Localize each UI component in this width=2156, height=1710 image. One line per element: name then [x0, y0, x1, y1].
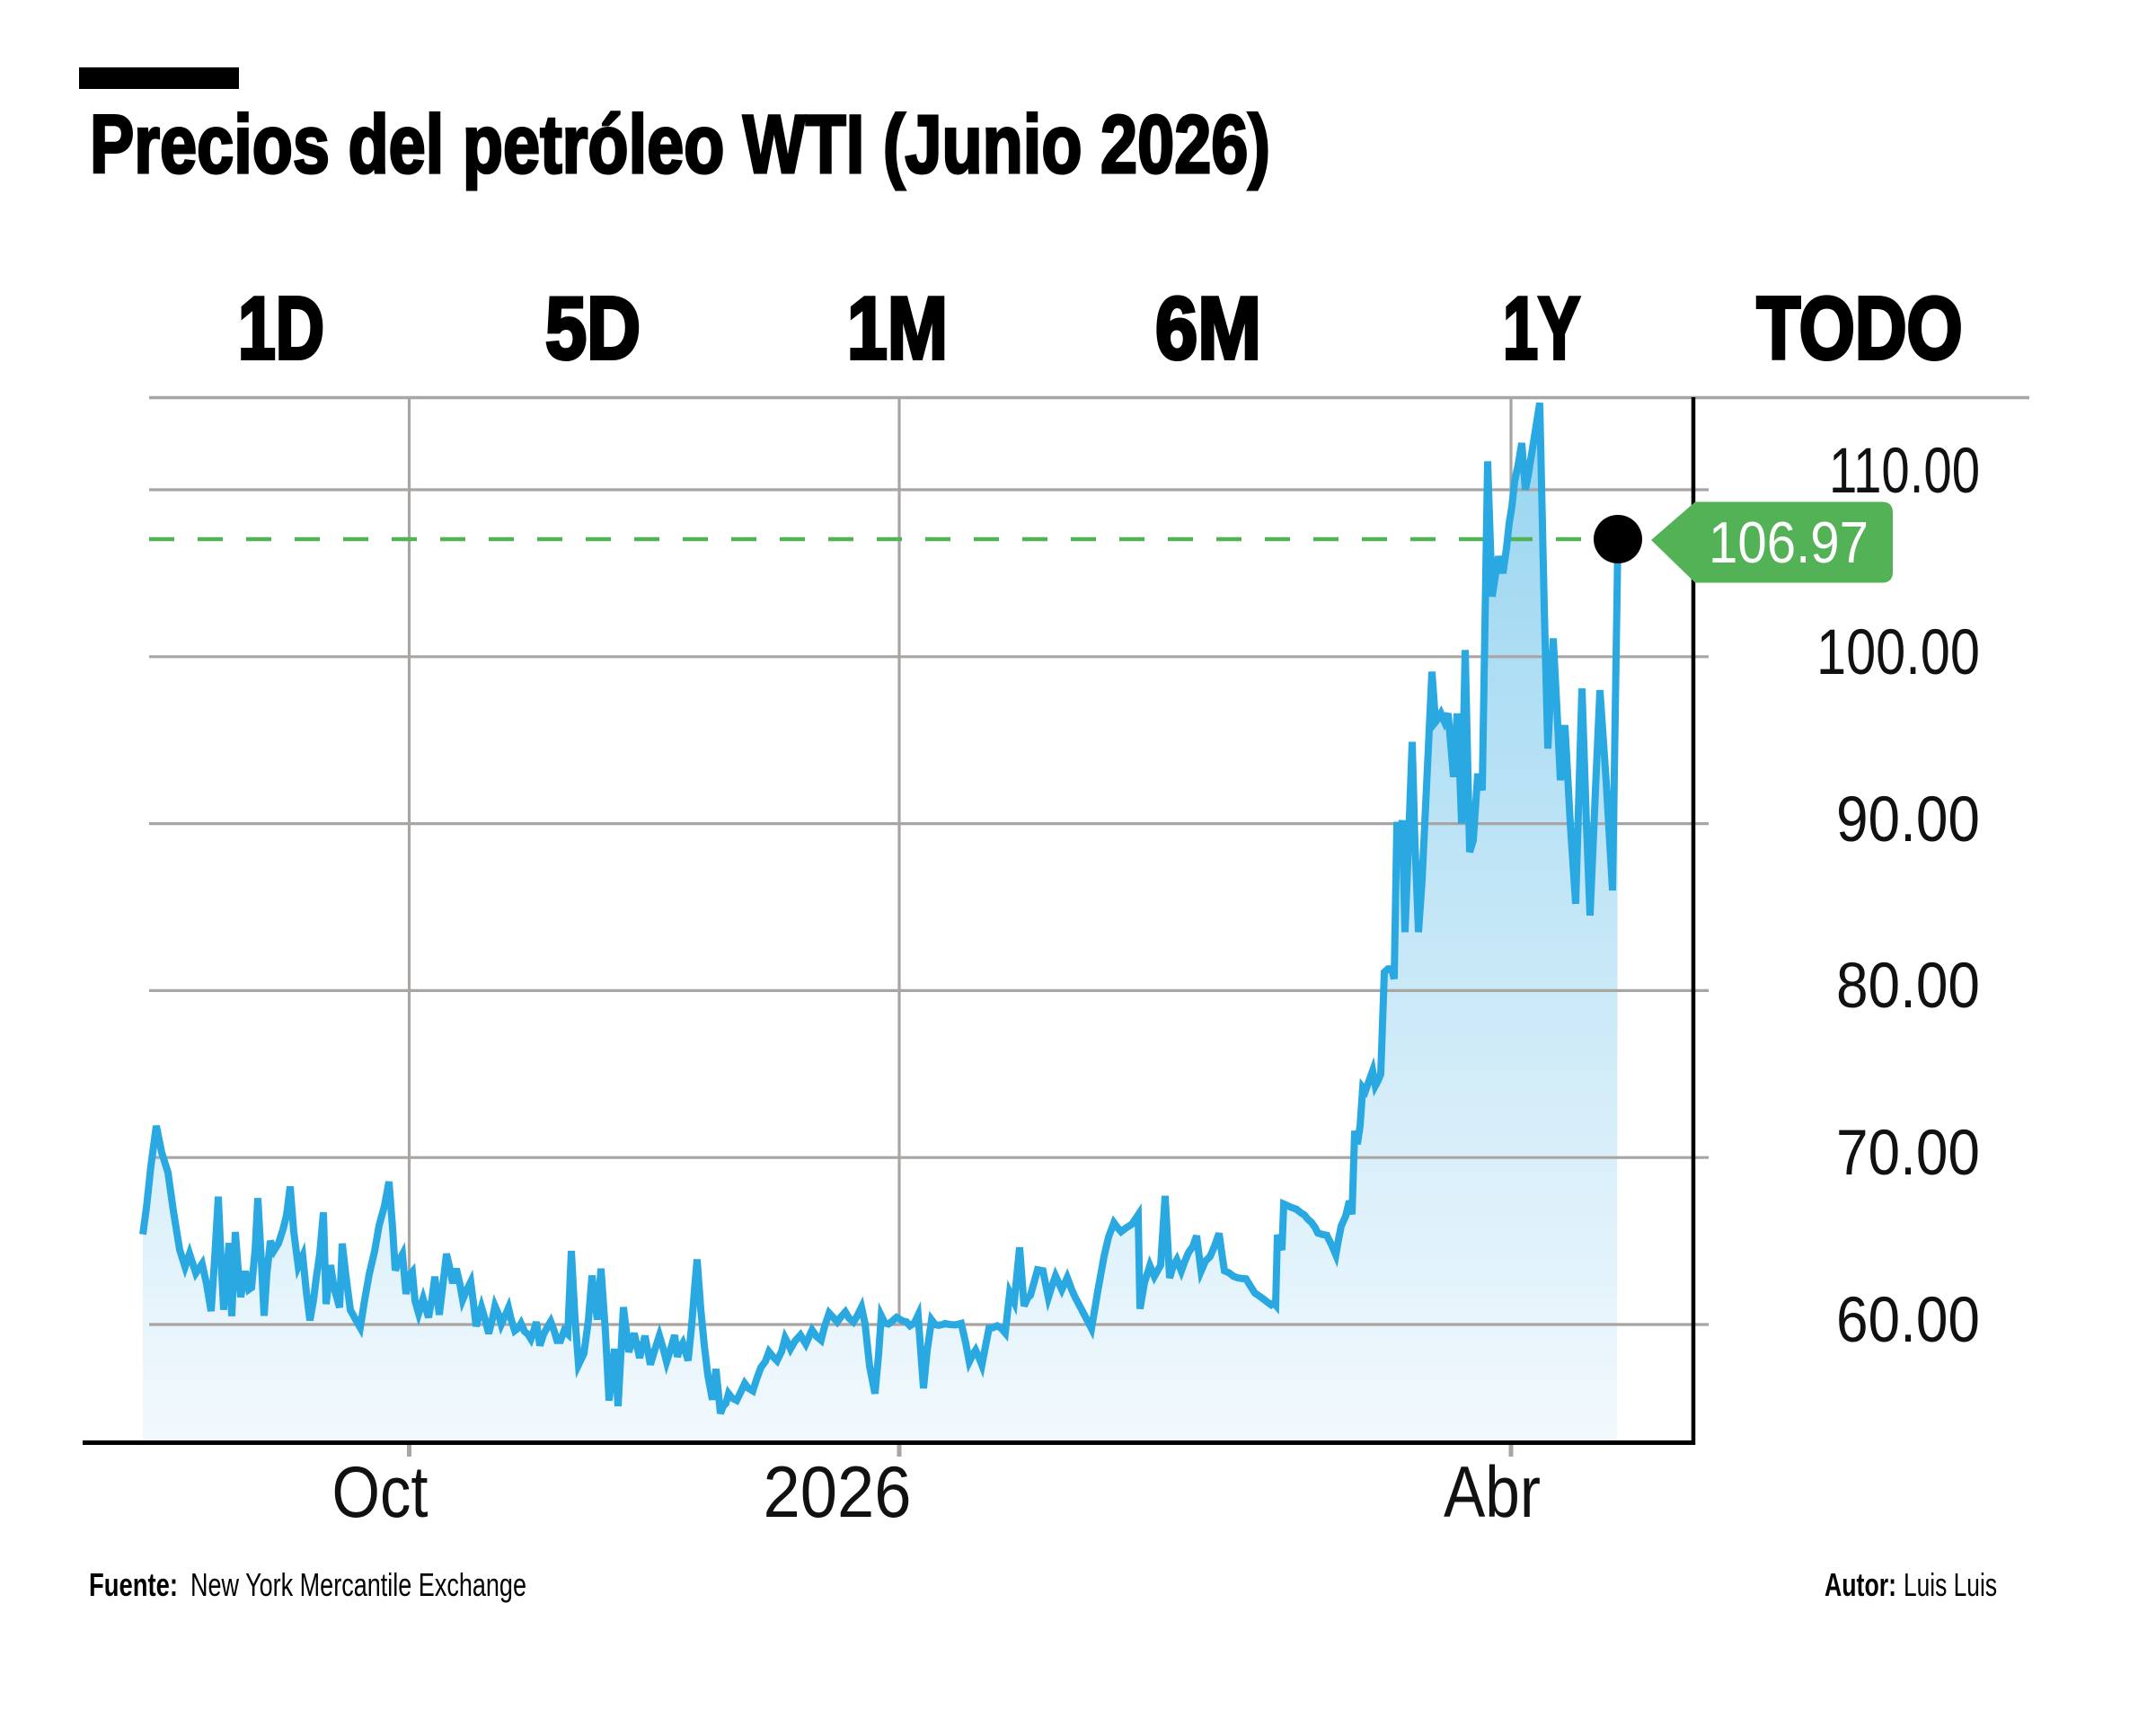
svg-text:Fuente:: Fuente: — [89, 1566, 178, 1603]
svg-text:Oct: Oct — [332, 1452, 429, 1533]
svg-text:110.00: 110.00 — [1829, 436, 1980, 507]
svg-text:106.97: 106.97 — [1709, 509, 1869, 575]
svg-text:Precios del petróleo WTI (Juni: Precios del petróleo WTI (Junio 2026) — [90, 99, 1270, 190]
svg-text:70.00: 70.00 — [1836, 1118, 1980, 1189]
svg-text:5D: 5D — [545, 279, 641, 377]
svg-text:60.00: 60.00 — [1836, 1285, 1980, 1356]
svg-text:TODO: TODO — [1757, 279, 1963, 377]
svg-text:Autor:: Autor: — [1825, 1566, 1896, 1603]
svg-text:1D: 1D — [238, 279, 324, 377]
svg-text:New York Mercantile Exchange: New York Mercantile Exchange — [190, 1566, 526, 1603]
svg-text:100.00: 100.00 — [1816, 617, 1980, 688]
svg-text:6M: 6M — [1155, 279, 1261, 377]
svg-text:1Y: 1Y — [1503, 279, 1580, 377]
svg-text:Luis Luis: Luis Luis — [1904, 1566, 1997, 1603]
svg-text:1M: 1M — [847, 279, 948, 377]
svg-text:Abr: Abr — [1444, 1452, 1541, 1533]
svg-text:80.00: 80.00 — [1836, 951, 1980, 1022]
svg-text:2026: 2026 — [764, 1452, 912, 1533]
svg-text:90.00: 90.00 — [1836, 784, 1980, 855]
